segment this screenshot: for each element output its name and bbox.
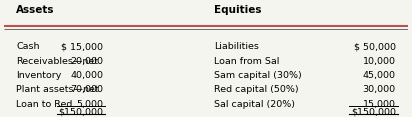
Text: Loan from Sal: Loan from Sal [214,57,279,66]
Text: Sal capital (20%): Sal capital (20%) [214,100,295,109]
Text: $150,000: $150,000 [351,107,396,116]
Text: 40,000: 40,000 [70,71,103,80]
Text: Loan to Red: Loan to Red [16,100,73,109]
Text: 15,000: 15,000 [363,100,396,109]
Text: Receivables—net: Receivables—net [16,57,98,66]
Text: 70,000: 70,000 [70,85,103,94]
Text: $ 50,000: $ 50,000 [354,42,396,51]
Text: 30,000: 30,000 [363,85,396,94]
Text: Cash: Cash [16,42,40,51]
Text: $150,000: $150,000 [58,107,103,116]
Text: $ 15,000: $ 15,000 [61,42,103,51]
Text: Plant assets—net: Plant assets—net [16,85,99,94]
Text: Liabilities: Liabilities [214,42,259,51]
Text: 10,000: 10,000 [363,57,396,66]
Text: Assets: Assets [16,5,55,15]
Text: Inventory: Inventory [16,71,62,80]
Text: 45,000: 45,000 [363,71,396,80]
Text: 20,000: 20,000 [70,57,103,66]
Text: Sam capital (30%): Sam capital (30%) [214,71,302,80]
Text: 5,000: 5,000 [76,100,103,109]
Text: Equities: Equities [214,5,262,15]
Text: Red capital (50%): Red capital (50%) [214,85,299,94]
